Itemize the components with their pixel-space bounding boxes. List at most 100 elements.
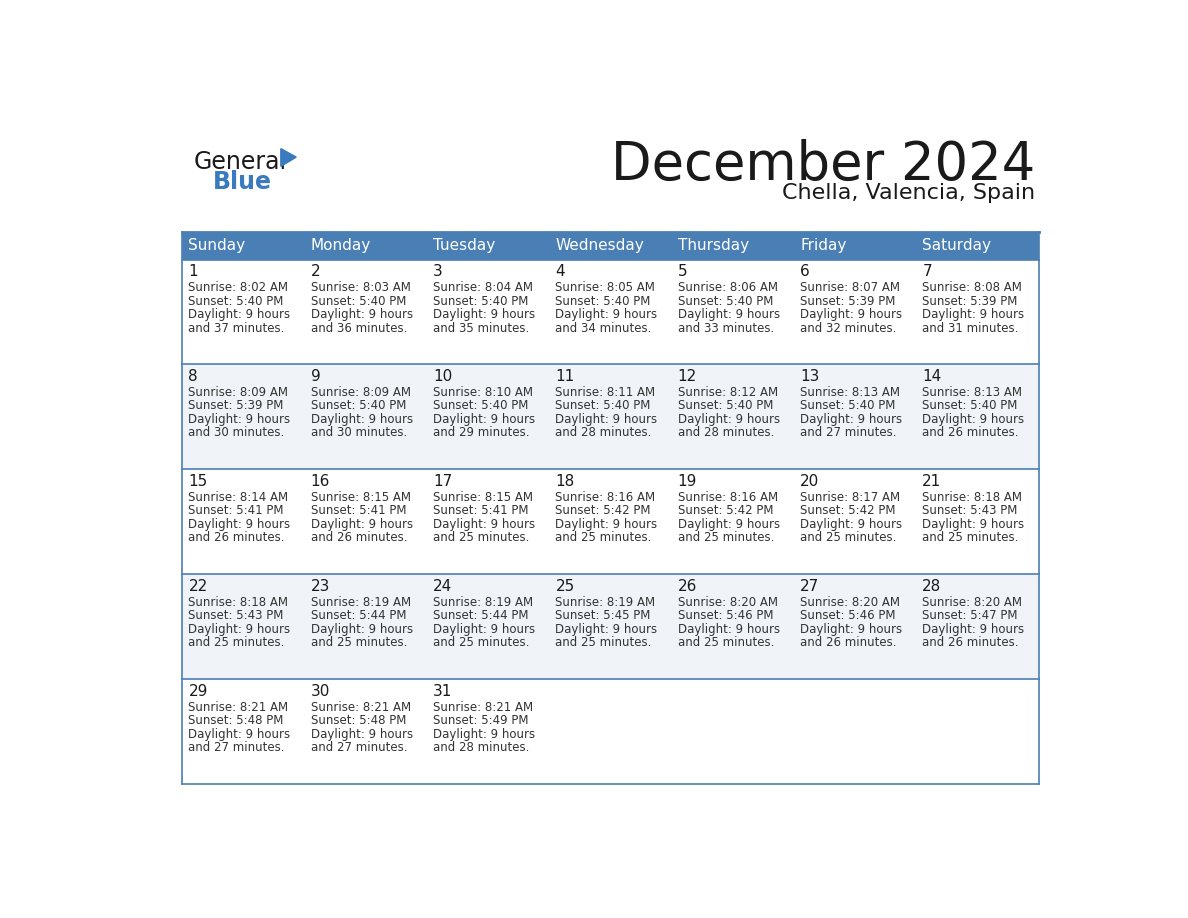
Bar xyxy=(182,260,1038,364)
Text: and 25 minutes.: and 25 minutes. xyxy=(677,636,775,649)
Text: Sunrise: 8:20 AM: Sunrise: 8:20 AM xyxy=(800,596,901,609)
Text: and 25 minutes.: and 25 minutes. xyxy=(677,532,775,544)
Text: Sunrise: 8:05 AM: Sunrise: 8:05 AM xyxy=(555,281,656,294)
Text: Sunrise: 8:16 AM: Sunrise: 8:16 AM xyxy=(555,491,656,504)
Text: and 25 minutes.: and 25 minutes. xyxy=(800,532,897,544)
Text: Daylight: 9 hours: Daylight: 9 hours xyxy=(800,413,902,426)
Text: Sunset: 5:43 PM: Sunset: 5:43 PM xyxy=(922,504,1018,518)
Text: Sunset: 5:43 PM: Sunset: 5:43 PM xyxy=(189,610,284,622)
Text: and 26 minutes.: and 26 minutes. xyxy=(800,636,897,649)
Text: Sunrise: 8:20 AM: Sunrise: 8:20 AM xyxy=(922,596,1023,609)
Text: Sunset: 5:46 PM: Sunset: 5:46 PM xyxy=(800,610,896,622)
Text: 23: 23 xyxy=(311,578,330,594)
Text: Daylight: 9 hours: Daylight: 9 hours xyxy=(434,308,536,321)
Text: Daylight: 9 hours: Daylight: 9 hours xyxy=(800,622,902,635)
Text: 4: 4 xyxy=(555,264,565,279)
Text: Sunset: 5:39 PM: Sunset: 5:39 PM xyxy=(189,399,284,412)
Text: 27: 27 xyxy=(800,578,820,594)
Text: Sunset: 5:40 PM: Sunset: 5:40 PM xyxy=(922,399,1018,412)
Text: Sunrise: 8:11 AM: Sunrise: 8:11 AM xyxy=(555,386,656,399)
Text: Sunday: Sunday xyxy=(189,238,246,253)
Text: Daylight: 9 hours: Daylight: 9 hours xyxy=(555,308,657,321)
Text: Sunset: 5:48 PM: Sunset: 5:48 PM xyxy=(189,714,284,727)
Text: Sunrise: 8:02 AM: Sunrise: 8:02 AM xyxy=(189,281,289,294)
Text: Sunrise: 8:21 AM: Sunrise: 8:21 AM xyxy=(311,700,411,713)
Text: Daylight: 9 hours: Daylight: 9 hours xyxy=(311,413,413,426)
Text: Sunset: 5:40 PM: Sunset: 5:40 PM xyxy=(311,399,406,412)
Text: Daylight: 9 hours: Daylight: 9 hours xyxy=(800,308,902,321)
Text: Blue: Blue xyxy=(213,170,272,195)
Text: Chella, Valencia, Spain: Chella, Valencia, Spain xyxy=(783,184,1036,203)
Bar xyxy=(671,232,794,260)
Text: 24: 24 xyxy=(434,578,453,594)
Text: and 25 minutes.: and 25 minutes. xyxy=(434,636,530,649)
Bar xyxy=(182,232,304,260)
Text: Daylight: 9 hours: Daylight: 9 hours xyxy=(311,728,413,741)
Text: 14: 14 xyxy=(922,369,942,384)
Text: Sunset: 5:40 PM: Sunset: 5:40 PM xyxy=(800,399,896,412)
Text: Daylight: 9 hours: Daylight: 9 hours xyxy=(311,622,413,635)
Text: Sunrise: 8:18 AM: Sunrise: 8:18 AM xyxy=(189,596,289,609)
Text: and 26 minutes.: and 26 minutes. xyxy=(311,532,407,544)
Text: Sunrise: 8:15 AM: Sunrise: 8:15 AM xyxy=(434,491,533,504)
Text: Sunrise: 8:13 AM: Sunrise: 8:13 AM xyxy=(922,386,1023,399)
Bar xyxy=(916,232,1038,260)
Text: 25: 25 xyxy=(555,578,575,594)
Text: Sunrise: 8:20 AM: Sunrise: 8:20 AM xyxy=(677,596,778,609)
Text: 22: 22 xyxy=(189,578,208,594)
Text: Sunrise: 8:14 AM: Sunrise: 8:14 AM xyxy=(189,491,289,504)
Text: Sunrise: 8:17 AM: Sunrise: 8:17 AM xyxy=(800,491,901,504)
Text: and 28 minutes.: and 28 minutes. xyxy=(434,741,530,754)
Text: Daylight: 9 hours: Daylight: 9 hours xyxy=(677,413,779,426)
Text: Sunset: 5:47 PM: Sunset: 5:47 PM xyxy=(922,610,1018,622)
Text: Sunset: 5:40 PM: Sunset: 5:40 PM xyxy=(555,399,651,412)
Text: Thursday: Thursday xyxy=(677,238,748,253)
Text: 3: 3 xyxy=(434,264,443,279)
Text: Sunrise: 8:19 AM: Sunrise: 8:19 AM xyxy=(311,596,411,609)
Text: Daylight: 9 hours: Daylight: 9 hours xyxy=(434,728,536,741)
Text: Daylight: 9 hours: Daylight: 9 hours xyxy=(434,518,536,531)
Bar xyxy=(426,232,549,260)
Text: and 28 minutes.: and 28 minutes. xyxy=(677,426,775,440)
Text: Sunset: 5:41 PM: Sunset: 5:41 PM xyxy=(434,504,529,518)
Bar xyxy=(182,469,1038,574)
Text: and 30 minutes.: and 30 minutes. xyxy=(311,426,407,440)
Text: 5: 5 xyxy=(677,264,688,279)
Text: Sunrise: 8:12 AM: Sunrise: 8:12 AM xyxy=(677,386,778,399)
Text: Daylight: 9 hours: Daylight: 9 hours xyxy=(189,518,291,531)
Text: Daylight: 9 hours: Daylight: 9 hours xyxy=(922,413,1024,426)
Text: 9: 9 xyxy=(311,369,321,384)
Text: Sunset: 5:46 PM: Sunset: 5:46 PM xyxy=(677,610,773,622)
Text: Sunset: 5:42 PM: Sunset: 5:42 PM xyxy=(677,504,773,518)
Text: Daylight: 9 hours: Daylight: 9 hours xyxy=(434,622,536,635)
Text: Saturday: Saturday xyxy=(922,238,991,253)
Text: Sunset: 5:40 PM: Sunset: 5:40 PM xyxy=(677,295,773,308)
Text: 15: 15 xyxy=(189,474,208,489)
Text: Daylight: 9 hours: Daylight: 9 hours xyxy=(922,518,1024,531)
Text: Sunset: 5:49 PM: Sunset: 5:49 PM xyxy=(434,714,529,727)
Text: Sunrise: 8:07 AM: Sunrise: 8:07 AM xyxy=(800,281,901,294)
Text: Daylight: 9 hours: Daylight: 9 hours xyxy=(677,518,779,531)
Text: 12: 12 xyxy=(677,369,697,384)
Text: Daylight: 9 hours: Daylight: 9 hours xyxy=(311,518,413,531)
Text: Daylight: 9 hours: Daylight: 9 hours xyxy=(677,308,779,321)
Text: Daylight: 9 hours: Daylight: 9 hours xyxy=(434,413,536,426)
Bar xyxy=(182,679,1038,784)
Polygon shape xyxy=(280,149,296,166)
Text: 21: 21 xyxy=(922,474,942,489)
Text: 16: 16 xyxy=(311,474,330,489)
Text: and 33 minutes.: and 33 minutes. xyxy=(677,321,773,334)
Text: 31: 31 xyxy=(434,684,453,699)
Text: and 25 minutes.: and 25 minutes. xyxy=(434,532,530,544)
Text: General: General xyxy=(194,151,287,174)
Text: Sunset: 5:45 PM: Sunset: 5:45 PM xyxy=(555,610,651,622)
Text: Sunrise: 8:13 AM: Sunrise: 8:13 AM xyxy=(800,386,901,399)
Text: 6: 6 xyxy=(800,264,810,279)
Text: Sunrise: 8:15 AM: Sunrise: 8:15 AM xyxy=(311,491,411,504)
Text: and 28 minutes.: and 28 minutes. xyxy=(555,426,652,440)
Text: Daylight: 9 hours: Daylight: 9 hours xyxy=(800,518,902,531)
Text: 28: 28 xyxy=(922,578,942,594)
Text: and 27 minutes.: and 27 minutes. xyxy=(800,426,897,440)
Text: Sunset: 5:48 PM: Sunset: 5:48 PM xyxy=(311,714,406,727)
Text: and 29 minutes.: and 29 minutes. xyxy=(434,426,530,440)
